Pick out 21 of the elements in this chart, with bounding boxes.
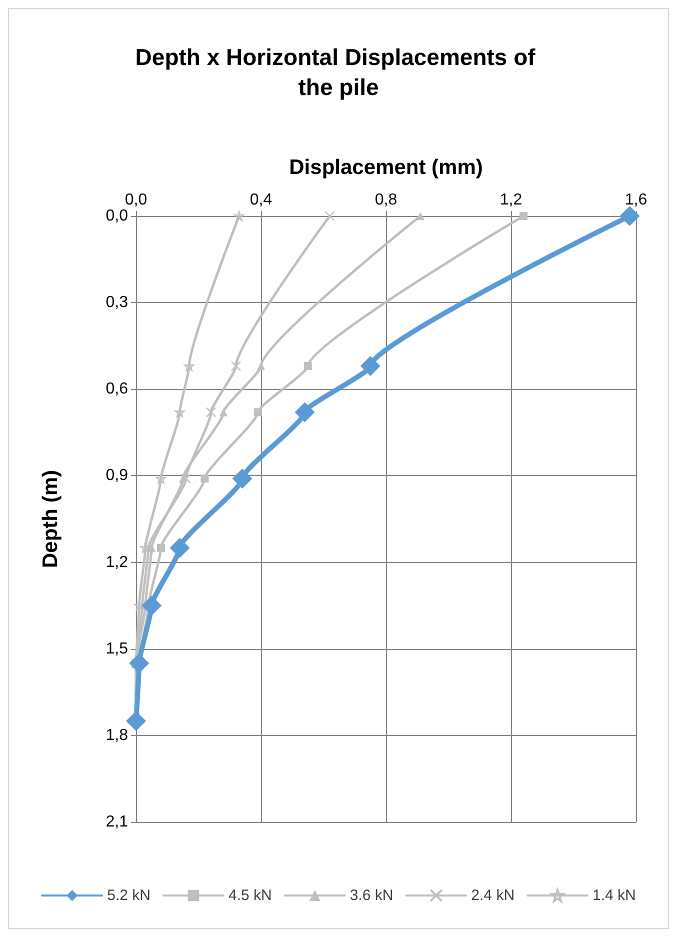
x-tick-label: 0,8 [374, 192, 398, 208]
y-tick-label: 0,0 [106, 208, 128, 224]
legend-label: 1.4 kN [592, 887, 636, 904]
y-tick-label: 1,5 [106, 640, 128, 658]
legend-label: 3.6 kN [350, 887, 394, 904]
x-tick-label: 0,4 [250, 192, 272, 208]
x-tick-label: 0,0 [124, 192, 148, 208]
x-tick-label: 1,2 [500, 192, 522, 208]
legend-label: 2.4 kN [471, 887, 515, 904]
y-tick-label: 1,2 [106, 554, 128, 571]
legend-label: 5.2 kN [107, 887, 150, 904]
y-tick-label: 0,9 [106, 467, 128, 484]
y-axis-title: Depth (m) [39, 470, 62, 568]
y-tick-label: 2,1 [106, 814, 128, 830]
y-tick-label: 0,6 [106, 380, 128, 398]
y-tick-label: 0,3 [106, 294, 128, 312]
y-tick-label: 1,8 [106, 726, 128, 744]
x-axis-title: Displacement (mm) [289, 156, 483, 179]
legend-label: 4.5 kN [228, 887, 272, 904]
x-tick-label: 1,6 [624, 192, 648, 208]
chart-title: Depth x Horizontal Displacements of the pile [135, 44, 542, 100]
